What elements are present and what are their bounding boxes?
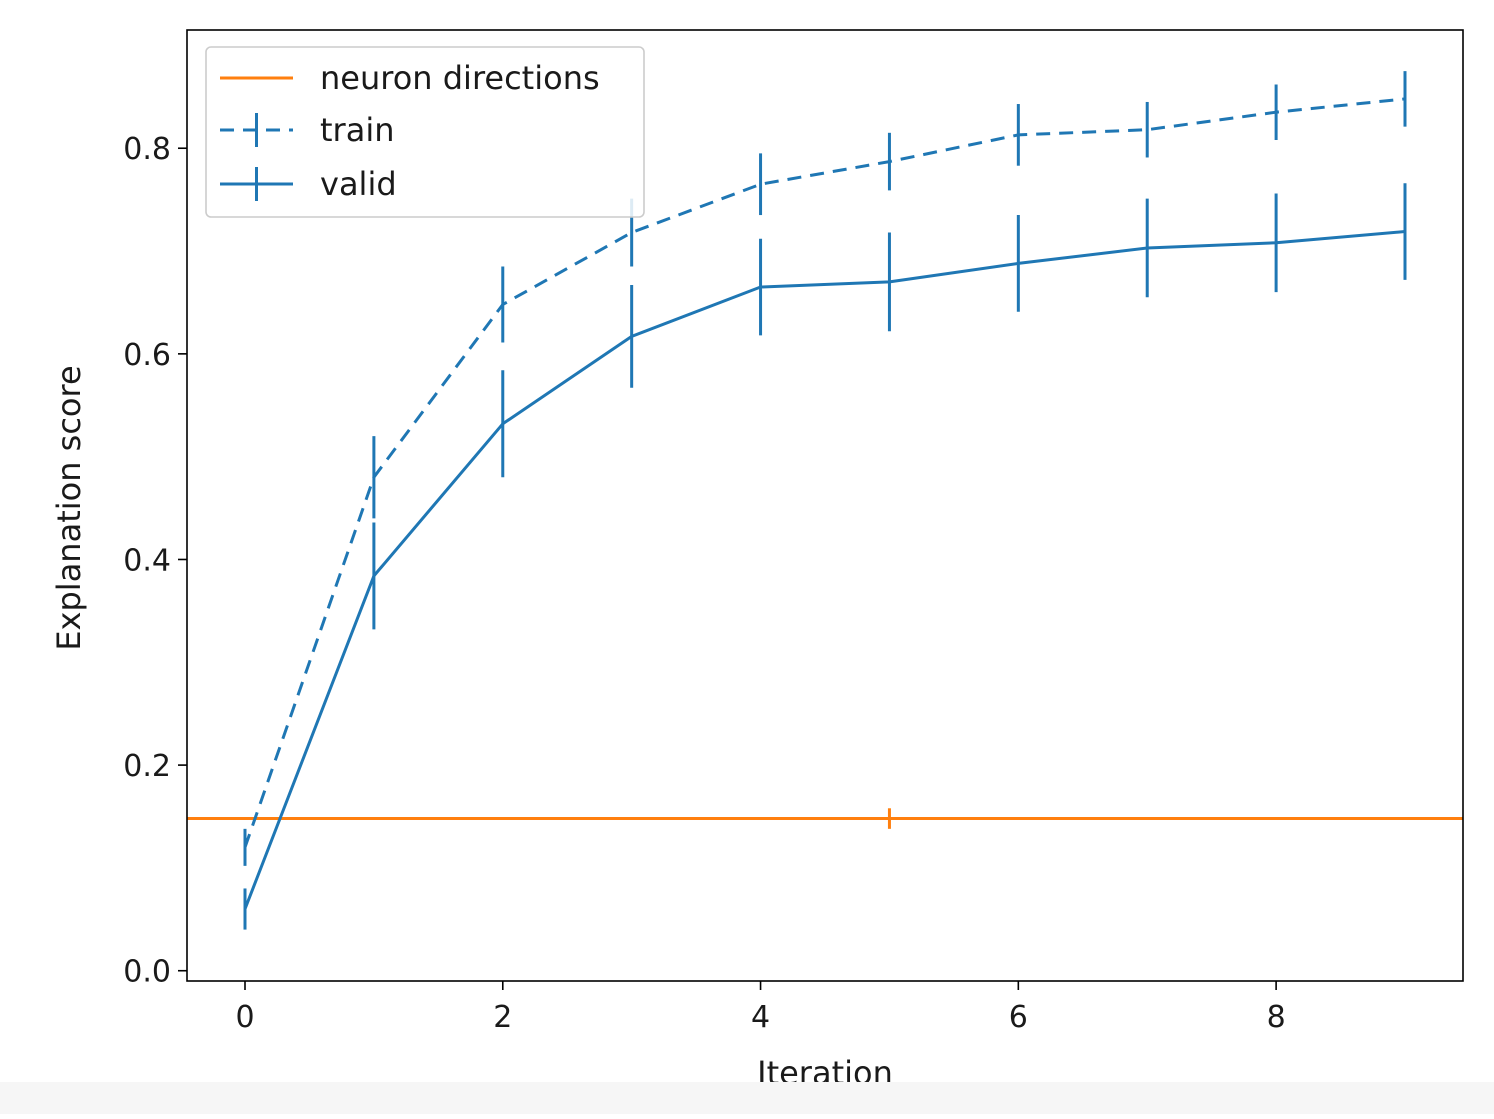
x-tick-label: 8	[1267, 1000, 1286, 1035]
legend-label: valid	[320, 165, 397, 203]
y-tick-label: 0.6	[123, 338, 171, 373]
legend-label: train	[320, 111, 394, 149]
bottom-strip	[0, 1082, 1494, 1114]
y-tick-label: 0.0	[123, 955, 171, 990]
y-tick-label: 0.4	[123, 543, 171, 578]
legend-label: neuron directions	[320, 59, 600, 97]
x-tick-label: 0	[235, 1000, 254, 1035]
y-tick-label: 0.8	[123, 132, 171, 167]
x-tick-label: 2	[493, 1000, 512, 1035]
legend: neuron directions train valid	[206, 47, 644, 217]
valid-line	[245, 232, 1405, 910]
x-tick-label: 6	[1009, 1000, 1028, 1035]
y-tick-label: 0.2	[123, 749, 171, 784]
y-axis-label: Explanation score	[50, 365, 88, 650]
x-tick-label: 4	[751, 1000, 770, 1035]
